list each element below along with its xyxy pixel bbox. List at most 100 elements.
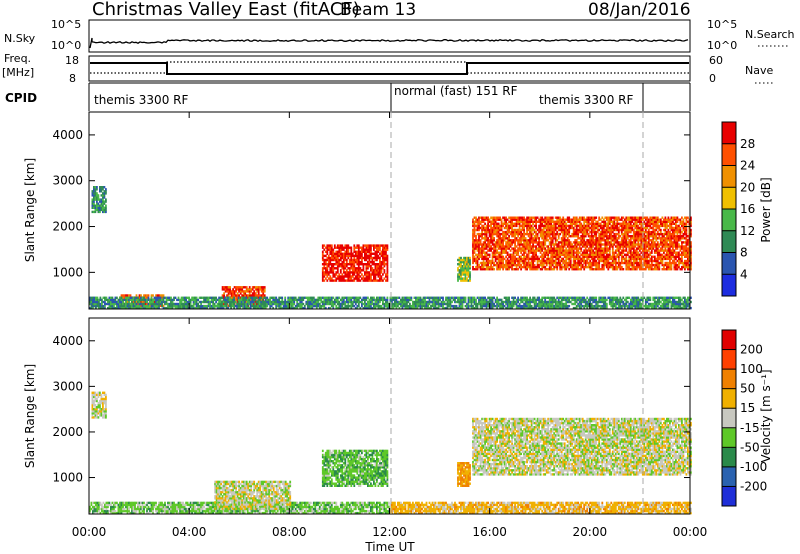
data-cell xyxy=(467,260,470,264)
data-cell xyxy=(509,261,512,265)
data-cell xyxy=(329,275,332,278)
data-cell xyxy=(367,248,369,251)
data-cell xyxy=(514,268,516,271)
data-cell xyxy=(505,263,507,267)
data-cell xyxy=(508,259,510,263)
data-cell xyxy=(491,216,494,219)
data-cell xyxy=(497,253,500,256)
data-cell xyxy=(508,255,510,258)
data-cell xyxy=(479,243,482,246)
data-cell xyxy=(530,249,533,252)
data-cell xyxy=(361,260,363,264)
data-cell xyxy=(517,268,519,271)
data-cell xyxy=(520,239,522,242)
data-cell xyxy=(494,257,497,261)
data-cell xyxy=(529,265,531,269)
data-cell xyxy=(374,275,377,278)
data-cell xyxy=(357,252,360,255)
data-cell xyxy=(99,198,101,201)
data-cell xyxy=(353,254,356,258)
data-cell xyxy=(341,267,344,270)
data-cell xyxy=(140,304,142,307)
data-cell xyxy=(385,254,387,258)
data-cell xyxy=(379,263,381,266)
data-cell xyxy=(348,273,351,276)
data-cell xyxy=(515,251,518,254)
data-cell xyxy=(658,235,661,238)
data-cell xyxy=(350,256,353,260)
data-cell xyxy=(326,248,329,251)
data-cell xyxy=(500,253,503,256)
data-cell xyxy=(350,250,353,253)
data-cell xyxy=(524,224,527,228)
data-cell xyxy=(93,204,95,207)
data-cell xyxy=(536,232,539,236)
data-cell xyxy=(326,273,329,276)
data-cell xyxy=(530,226,533,230)
data-cell xyxy=(526,255,528,258)
data-cell xyxy=(386,246,389,249)
data-cell xyxy=(481,220,483,223)
data-cell xyxy=(469,277,471,280)
data-cell xyxy=(679,226,682,230)
data-cell xyxy=(536,247,539,250)
data-cell xyxy=(529,220,531,223)
data-cell xyxy=(505,245,507,248)
data-cell xyxy=(457,258,459,262)
data-cell xyxy=(463,269,465,272)
data-cell xyxy=(377,250,380,253)
data-cell xyxy=(257,288,260,291)
data-cell xyxy=(469,256,471,260)
data-cell xyxy=(473,232,476,236)
data-cell xyxy=(323,265,326,268)
data-cell xyxy=(244,290,247,293)
data-cell xyxy=(503,251,506,254)
data-cell xyxy=(536,237,539,240)
data-cell xyxy=(324,246,327,249)
data-cell xyxy=(326,256,329,260)
data-cell xyxy=(532,268,534,271)
data-cell xyxy=(105,190,107,193)
data-cell xyxy=(327,263,330,266)
data-cell xyxy=(517,251,519,254)
data-cell xyxy=(500,224,503,228)
data-cell xyxy=(541,255,544,258)
data-cell xyxy=(338,254,341,258)
data-cell xyxy=(245,296,248,299)
data-cell xyxy=(368,252,371,255)
data-cell xyxy=(476,268,479,271)
data-cell xyxy=(532,259,534,263)
data-cell xyxy=(382,254,384,258)
data-cell xyxy=(505,241,507,244)
data-cell xyxy=(503,249,506,252)
data-cell xyxy=(529,251,531,254)
data-cell xyxy=(545,259,548,263)
data-cell xyxy=(484,255,486,258)
data-cell xyxy=(475,243,477,246)
data-cell xyxy=(497,224,500,228)
data-cell xyxy=(350,258,353,262)
data-cell xyxy=(532,261,534,265)
data-cell xyxy=(521,237,524,240)
data-cell xyxy=(488,228,491,232)
data-cell xyxy=(227,292,230,295)
data-cell xyxy=(565,235,568,238)
data-cell xyxy=(544,255,547,258)
data-cell xyxy=(545,253,548,256)
data-cell xyxy=(485,268,488,271)
data-cell xyxy=(103,202,106,205)
data-cell xyxy=(684,268,686,271)
data-cell xyxy=(485,255,488,258)
data-cell xyxy=(466,260,468,264)
data-cell xyxy=(506,251,509,254)
data-cell xyxy=(562,257,565,261)
data-cell xyxy=(485,239,488,242)
data-cell xyxy=(527,257,530,261)
data-cell xyxy=(233,292,236,295)
data-cell xyxy=(659,220,662,223)
data-cell xyxy=(500,263,503,267)
data-cell xyxy=(323,258,326,262)
data-cell xyxy=(517,253,519,256)
data-cell xyxy=(263,288,266,291)
data-cell xyxy=(365,248,368,251)
